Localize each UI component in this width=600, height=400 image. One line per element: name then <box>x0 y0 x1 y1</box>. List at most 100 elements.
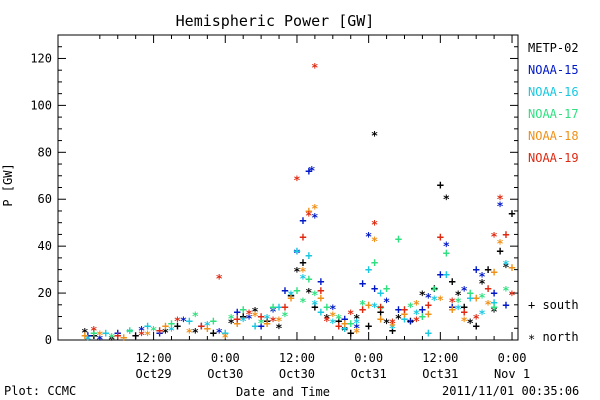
point-noaa-15: ∗ <box>216 324 223 338</box>
point-metp-02: ∗ <box>228 314 235 328</box>
point-noaa-16: + <box>467 291 474 305</box>
point-noaa-15: + <box>437 267 444 281</box>
point-noaa-18: ∗ <box>329 307 336 321</box>
point-metp-02: ∗ <box>502 258 509 272</box>
point-noaa-17: ∗ <box>311 286 318 300</box>
point-noaa-17: + <box>90 326 97 340</box>
point-noaa-19: + <box>485 281 492 295</box>
point-noaa-16: ∗ <box>84 331 91 345</box>
point-noaa-17: + <box>347 317 354 331</box>
point-noaa-19: + <box>198 319 205 333</box>
point-noaa-16: ∗ <box>287 286 294 300</box>
point-noaa-17: ∗ <box>228 310 235 324</box>
point-metp-02: ∗ <box>252 303 259 317</box>
point-noaa-18: + <box>425 307 432 321</box>
point-noaa-19: ∗ <box>323 312 330 326</box>
x-axis-label: Date and Time <box>236 385 330 399</box>
point-metp-02: ∗ <box>81 324 88 338</box>
point-noaa-18: + <box>81 328 88 342</box>
point-noaa-18: + <box>162 319 169 333</box>
point-metp-02: + <box>240 310 247 324</box>
point-noaa-18: ∗ <box>252 307 259 321</box>
point-noaa-18: ∗ <box>413 295 420 309</box>
point-noaa-19: + <box>502 227 509 241</box>
point-noaa-19: ∗ <box>347 305 354 319</box>
point-noaa-17: ∗ <box>281 307 288 321</box>
point-noaa-19: ∗ <box>413 312 420 326</box>
x-tick-label-time: 0:00 <box>498 351 527 365</box>
point-noaa-19: + <box>401 303 408 317</box>
point-noaa-17: + <box>383 281 390 295</box>
point-noaa-16: ∗ <box>240 312 247 326</box>
point-noaa-19: ∗ <box>90 321 97 335</box>
point-noaa-15: ∗ <box>269 303 276 317</box>
y-tick-label: 120 <box>30 51 52 65</box>
point-noaa-17: ∗ <box>407 298 414 312</box>
point-noaa-18: ∗ <box>496 234 503 248</box>
point-noaa-19: ∗ <box>473 310 480 324</box>
point-noaa-19: + <box>257 310 264 324</box>
point-noaa-19: + <box>156 324 163 338</box>
point-noaa-19: + <box>317 284 324 298</box>
point-noaa-18: ∗ <box>96 326 103 340</box>
x-tick-label-date: Oct31 <box>351 367 387 381</box>
marker-legend-north: ∗ north <box>528 330 579 344</box>
point-noaa-16: + <box>222 326 229 340</box>
point-noaa-16: ∗ <box>353 314 360 328</box>
point-metp-02: + <box>461 300 468 314</box>
point-metp-02: ∗ <box>275 319 282 333</box>
point-noaa-18: + <box>287 291 294 305</box>
point-noaa-15: ∗ <box>308 162 315 176</box>
x-tick-label-date: Oct30 <box>207 367 243 381</box>
point-noaa-18: ∗ <box>299 263 306 277</box>
point-noaa-18: ∗ <box>144 326 151 340</box>
legend-noaa-19: NOAA-19 <box>528 151 579 165</box>
point-noaa-18: ∗ <box>311 199 318 213</box>
data-points: ∗ + ∗ + ∗ + ∗ +∗ +∗+ ∗+∗+∗+∗ +∗+∗+∗+∗+∗ +∗ ++∗+∗+∗+∗… <box>81 59 515 345</box>
point-noaa-18: + <box>377 312 384 326</box>
point-noaa-19: + <box>299 230 306 244</box>
point-noaa-15: + <box>257 319 264 333</box>
point-noaa-15: ∗ <box>479 267 486 281</box>
point-noaa-18: ∗ <box>222 328 229 342</box>
point-metp-02: ∗ <box>341 321 348 335</box>
point-noaa-16: ∗ <box>311 295 318 309</box>
point-metp-02: ∗ <box>455 286 462 300</box>
point-noaa-15: + <box>156 326 163 340</box>
point-noaa-17: + <box>419 310 426 324</box>
point-noaa-16: ∗ <box>389 319 396 333</box>
point-noaa-15: ∗ <box>383 293 390 307</box>
x-tick-label-time: 12:00 <box>136 351 172 365</box>
point-noaa-17: ∗ <box>108 328 115 342</box>
legend-noaa-18: NOAA-18 <box>528 129 579 143</box>
point-metp-02: + <box>347 326 354 340</box>
point-noaa-19: ∗ <box>138 326 145 340</box>
x-tick-label-date: Nov 1 <box>494 367 530 381</box>
point-noaa-15: + <box>281 284 288 298</box>
x-tick-label-time: 12:00 <box>279 351 315 365</box>
point-noaa-16: ∗ <box>431 291 438 305</box>
point-noaa-17: ∗ <box>502 281 509 295</box>
point-metp-02: + <box>389 324 396 338</box>
x-tick-label-time: 12:00 <box>422 351 458 365</box>
point-noaa-16: ∗ <box>263 310 270 324</box>
point-noaa-17: ∗ <box>377 300 384 314</box>
point-noaa-15: + <box>341 312 348 326</box>
point-noaa-15: + <box>299 213 306 227</box>
point-metp-02: + <box>299 256 306 270</box>
point-noaa-16: ∗ <box>126 324 133 338</box>
y-tick-label: 40 <box>38 239 52 253</box>
point-noaa-15: + <box>84 328 91 342</box>
point-noaa-19: + <box>281 300 288 314</box>
point-noaa-17: + <box>490 300 497 314</box>
point-noaa-17: + <box>395 232 402 246</box>
point-noaa-15: + <box>449 300 456 314</box>
point-metp-02: + <box>377 305 384 319</box>
point-noaa-17: + <box>269 300 276 314</box>
x-tick-label-time: 0:00 <box>354 351 383 365</box>
point-noaa-18: ∗ <box>186 324 193 338</box>
point-metp-02: ∗ <box>383 314 390 328</box>
legend-noaa-16: NOAA-16 <box>528 85 579 99</box>
point-noaa-16: + <box>293 244 300 258</box>
point-noaa-16: + <box>490 295 497 309</box>
